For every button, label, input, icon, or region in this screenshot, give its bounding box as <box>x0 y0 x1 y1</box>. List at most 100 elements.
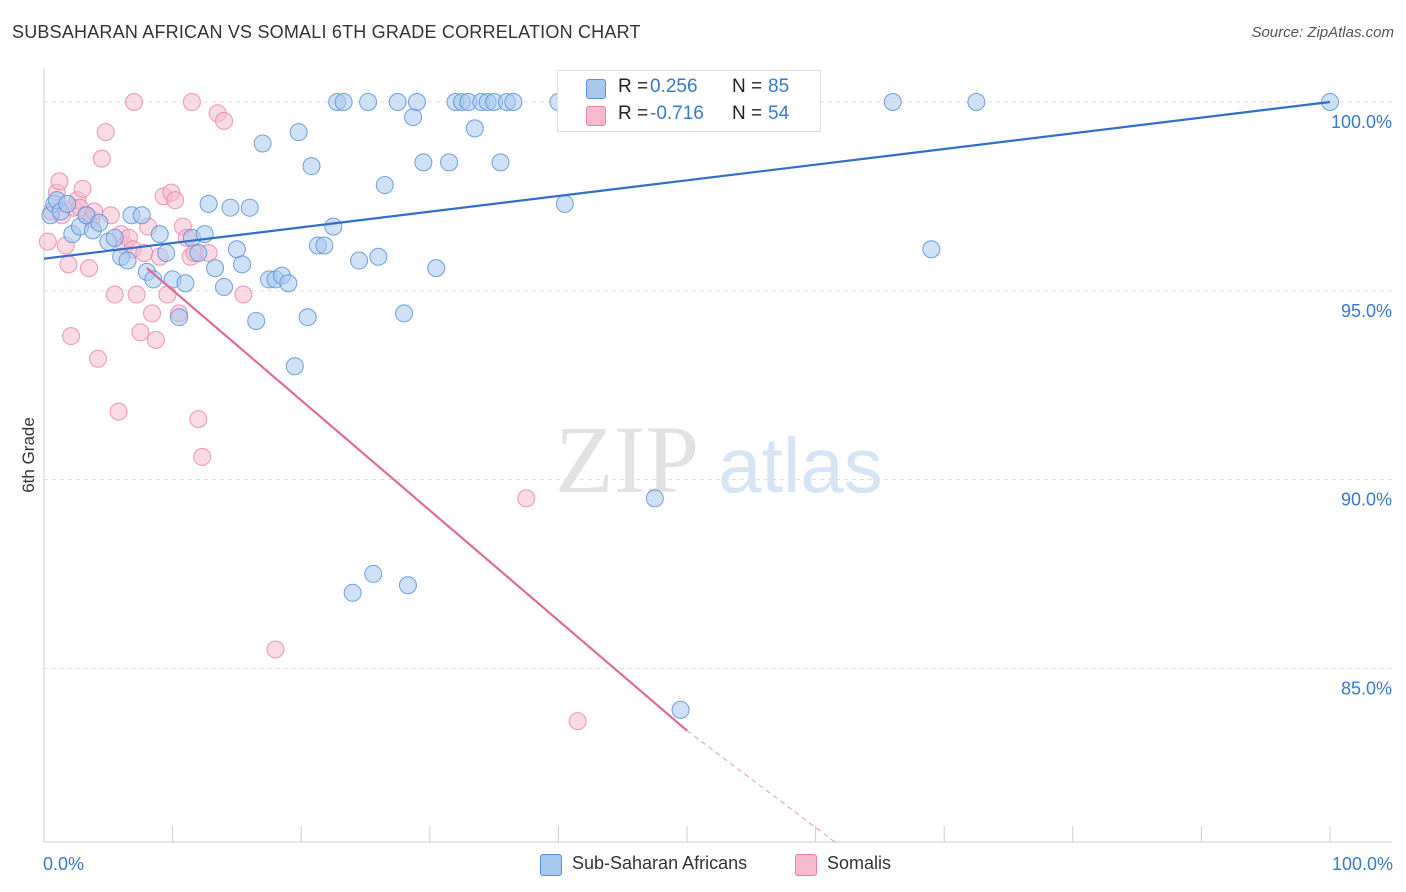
somalis-point <box>143 304 162 323</box>
subsaharan-point <box>922 240 941 259</box>
subsaharan-point <box>199 194 218 213</box>
watermark-zip: ZIP <box>555 406 699 513</box>
somalis-point <box>146 330 165 349</box>
axes <box>43 68 1392 843</box>
subsaharan-point <box>285 357 304 376</box>
r-label: R = <box>618 76 649 97</box>
subsaharan-point <box>967 92 986 111</box>
subsaharan-point <box>324 217 343 236</box>
subsaharan-point <box>144 270 163 289</box>
y-tick-label: 95.0% <box>1341 301 1392 321</box>
subsaharan-point <box>90 213 109 232</box>
somalis-point <box>80 259 99 278</box>
subsaharan-point <box>491 153 510 172</box>
subsaharan-point <box>395 304 414 323</box>
subsaharan-point <box>189 244 208 263</box>
somalis-point <box>50 172 69 191</box>
source-label: Source: ZipAtlas.com <box>1251 24 1394 41</box>
subsaharan-point <box>404 108 423 127</box>
subsaharan-point <box>279 274 298 293</box>
y-tick-label: 100.0% <box>1331 112 1392 132</box>
subsaharan-point <box>427 259 446 278</box>
subsaharan-point <box>233 255 252 274</box>
subsaharan-point <box>343 583 362 602</box>
trend-lines <box>43 100 1331 843</box>
subsaharan-point <box>465 119 484 138</box>
somalis-point <box>266 640 285 659</box>
somalis-point <box>166 191 185 210</box>
subsaharan-point <box>289 123 308 142</box>
r-value: -0.716 <box>650 103 704 124</box>
subsaharan-point <box>227 240 246 259</box>
correlation-legend: R = 0.256 N = 85 R = -0.716 N = 54 <box>557 70 821 132</box>
subsaharan-point <box>645 489 664 508</box>
y-tick-label: 90.0% <box>1341 490 1392 510</box>
subsaharan-point <box>118 251 137 270</box>
series-subsaharan-points <box>41 92 1339 719</box>
n-label: N = <box>732 103 763 124</box>
n-value: 54 <box>768 103 790 124</box>
somalis-point <box>234 285 253 304</box>
somalis-point <box>127 285 146 304</box>
chart-title: SUBSAHARAN AFRICAN VS SOMALI 6TH GRADE C… <box>12 22 641 42</box>
legend-swatch-blue <box>586 79 606 99</box>
subsaharan-point <box>132 206 151 225</box>
r-value: 0.256 <box>650 76 698 97</box>
subsaharan-point <box>247 311 266 330</box>
somalis-point <box>215 111 234 130</box>
somalis-point <box>158 285 177 304</box>
somalis-point <box>517 489 536 508</box>
subsaharan-point <box>407 92 426 111</box>
somalis-point <box>189 410 208 429</box>
subsaharan-point <box>398 576 417 595</box>
y-axis-label: 6th Grade <box>19 417 38 493</box>
subsaharan-point <box>364 564 383 583</box>
r-label: R = <box>618 103 649 124</box>
subsaharan-point <box>555 194 574 213</box>
somalis-point <box>182 92 201 111</box>
legend-label: Somalis <box>827 853 892 873</box>
subsaharan-point <box>150 225 169 244</box>
somalis-point <box>38 232 57 251</box>
somalis-point <box>105 285 124 304</box>
somalis-point <box>62 327 81 346</box>
subsaharan-point <box>359 92 378 111</box>
subsaharan-point <box>302 157 321 176</box>
somalis-point <box>73 179 92 198</box>
subsaharan-point <box>105 228 124 247</box>
somalis-point <box>193 447 212 466</box>
subsaharan-point <box>157 244 176 263</box>
tick-labels: 100.0% 95.0% 90.0% 85.0% 0.0% 100.0% <box>43 112 1393 874</box>
somalis-point <box>125 92 144 111</box>
subsaharan-point <box>206 259 225 278</box>
subsaharan-point <box>414 153 433 172</box>
legend-label: Sub-Saharan Africans <box>572 853 748 873</box>
subsaharan-point <box>298 308 317 327</box>
watermark-atlas: atlas <box>718 421 883 509</box>
n-value: 85 <box>768 76 790 97</box>
subsaharan-point <box>671 700 690 719</box>
subsaharan-point <box>58 194 77 213</box>
somalis-point <box>131 323 150 342</box>
legend-swatch-pink <box>586 106 606 126</box>
trend-line-somalis-extension <box>686 730 836 843</box>
legend-row-somalis: R = -0.716 N = 54 <box>558 101 820 127</box>
subsaharan-point <box>253 134 272 153</box>
somalis-point <box>92 149 111 168</box>
legend-swatch-pink <box>795 854 817 876</box>
subsaharan-point <box>388 92 407 111</box>
somalis-point <box>96 123 115 142</box>
subsaharan-point <box>240 198 259 217</box>
somalis-point <box>568 712 587 731</box>
subsaharan-point <box>215 277 234 296</box>
subsaharan-point <box>350 251 369 270</box>
n-label: N = <box>732 76 763 97</box>
subsaharan-point <box>170 308 189 327</box>
series-somalis-points <box>38 92 606 731</box>
subsaharan-point <box>315 236 334 255</box>
somalis-point <box>59 255 78 274</box>
series-legend: Sub-Saharan Africans Somalis <box>0 852 1406 876</box>
subsaharan-point <box>176 274 195 293</box>
x-tick-label: 0.0% <box>43 854 84 874</box>
